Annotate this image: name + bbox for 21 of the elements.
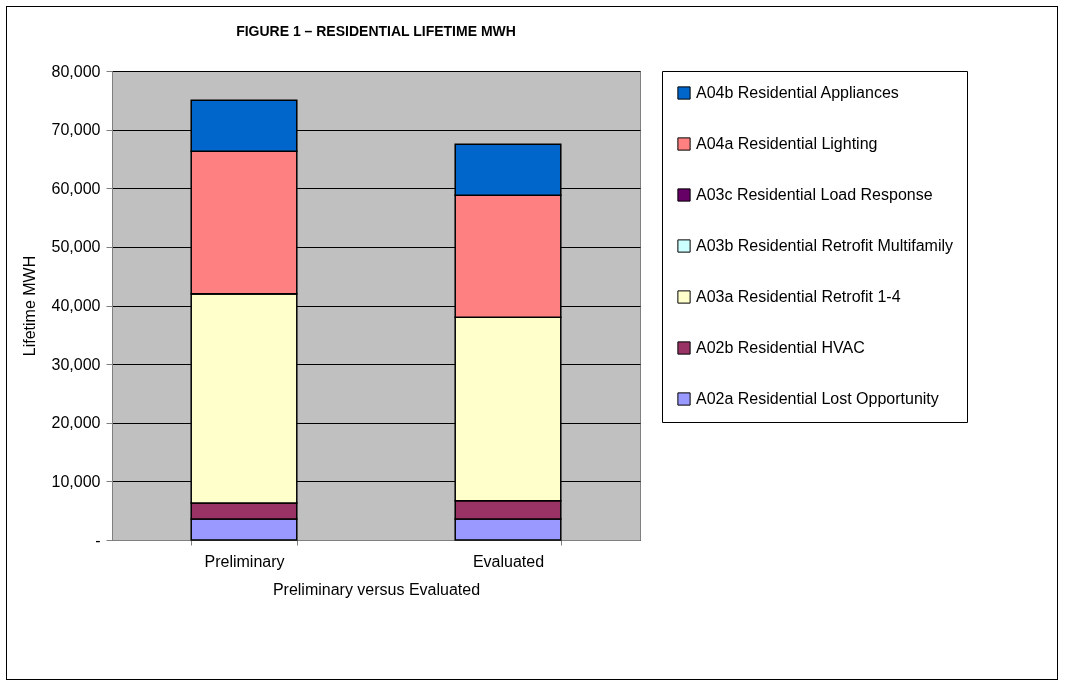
legend-label: A03a Residential Retrofit 1-4 (696, 288, 901, 305)
x-tick-label: Evaluated (472, 552, 545, 570)
y-tick-label: 50,000 (51, 238, 101, 256)
y-tick-label: 70,000 (51, 121, 101, 139)
legend-label: A03b Residential Retrofit Multifamily (696, 237, 953, 254)
legend-label: A02a Residential Lost Opportunity (696, 390, 939, 407)
y-tick-label: 20,000 (51, 414, 101, 432)
x-tick-label: Preliminary (204, 552, 285, 570)
y-tick-label: 30,000 (51, 355, 101, 373)
x-axis-title: Preliminary versus Evaluated (272, 580, 481, 598)
y-tick-label: 40,000 (51, 297, 101, 314)
legend-label: A02b Residential HVAC (696, 339, 865, 356)
chart-title: FIGURE 1 – RESIDENTIAL LIFETIME MWH (236, 23, 516, 39)
legend-label: A04a Residential Lighting (696, 135, 878, 152)
legend-label: A04b Residential Appliances (696, 84, 899, 101)
y-tick-label: 10,000 (51, 472, 101, 490)
y-tick-label: 80,000 (51, 62, 101, 80)
y-tick-label: 60,000 (51, 179, 101, 197)
legend-label: A03c Residential Load Response (696, 186, 933, 203)
y-axis-title: Lifetime MWH (20, 255, 38, 357)
y-tick-label: - (95, 531, 101, 549)
